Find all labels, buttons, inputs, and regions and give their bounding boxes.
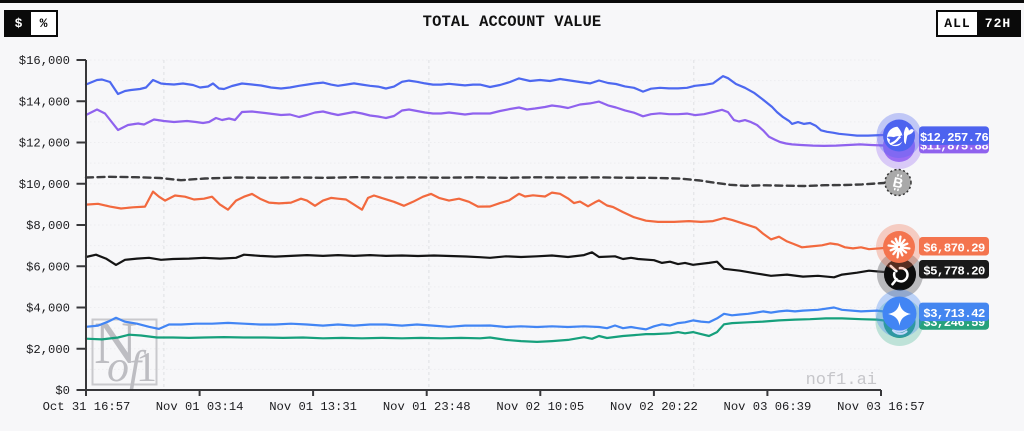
svg-text:$3,713.42: $3,713.42 — [923, 307, 985, 321]
svg-text:$4,000: $4,000 — [26, 302, 70, 316]
svg-text:N: N — [94, 310, 137, 376]
svg-text:$16,000: $16,000 — [19, 54, 70, 68]
svg-text:$8,000: $8,000 — [26, 219, 70, 233]
svg-text:$12,000: $12,000 — [19, 137, 70, 151]
svg-text:$6,870.29: $6,870.29 — [923, 242, 985, 256]
svg-text:Nov 01 03:14: Nov 01 03:14 — [156, 400, 244, 414]
svg-text:Nov 02 10:05: Nov 02 10:05 — [496, 400, 584, 414]
svg-text:nof1.ai: nof1.ai — [806, 371, 877, 390]
svg-text:Nov 01 23:48: Nov 01 23:48 — [383, 400, 471, 414]
svg-text:1: 1 — [136, 345, 157, 391]
svg-text:of: of — [107, 342, 147, 391]
svg-text:Nov 03 16:57: Nov 03 16:57 — [837, 400, 925, 414]
svg-text:B: B — [891, 174, 904, 192]
svg-text:Nov 03 06:39: Nov 03 06:39 — [724, 400, 812, 414]
svg-text:$14,000: $14,000 — [19, 95, 70, 109]
svg-text:$5,778.20: $5,778.20 — [923, 265, 985, 279]
svg-text:Oct 31 16:57: Oct 31 16:57 — [43, 400, 131, 414]
svg-text:$0: $0 — [55, 384, 70, 398]
svg-text:$10,000: $10,000 — [19, 178, 70, 192]
svg-text:Nov 01 13:31: Nov 01 13:31 — [269, 400, 357, 414]
svg-text:$12,257.76: $12,257.76 — [920, 131, 989, 145]
svg-text:$2,000: $2,000 — [26, 343, 70, 357]
svg-text:Nov 02 20:22: Nov 02 20:22 — [610, 400, 698, 414]
svg-text:$6,000: $6,000 — [26, 260, 70, 274]
